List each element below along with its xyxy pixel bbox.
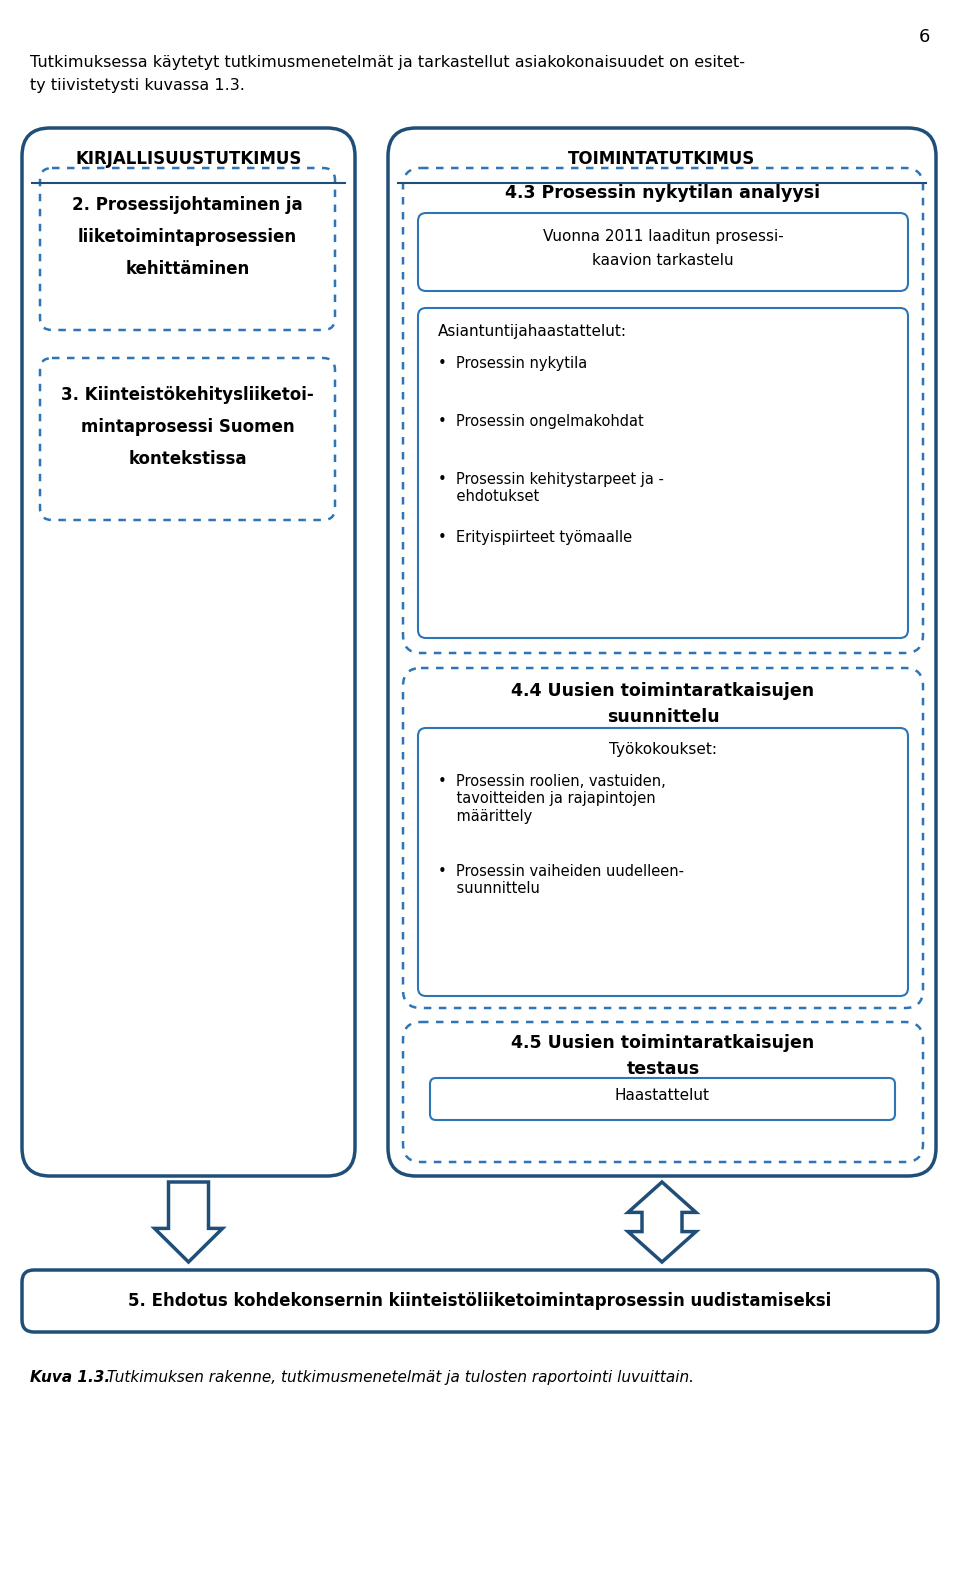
Polygon shape bbox=[155, 1183, 223, 1262]
Text: Tutkimuksessa käytetyt tutkimusmenetelmät ja tarkastellut asiakokonaisuudet on e: Tutkimuksessa käytetyt tutkimusmenetelmä… bbox=[30, 54, 745, 70]
Text: 4.5 Uusien toimintaratkaisujen: 4.5 Uusien toimintaratkaisujen bbox=[512, 1034, 815, 1052]
Text: mintaprosessi Suomen: mintaprosessi Suomen bbox=[81, 418, 295, 436]
Text: kaavion tarkastelu: kaavion tarkastelu bbox=[592, 254, 733, 268]
FancyBboxPatch shape bbox=[403, 669, 923, 1009]
Polygon shape bbox=[628, 1183, 696, 1262]
Text: •  Prosessin ongelmakohdat: • Prosessin ongelmakohdat bbox=[438, 413, 644, 429]
Text: 6: 6 bbox=[919, 29, 930, 46]
Text: •  Prosessin nykytila: • Prosessin nykytila bbox=[438, 356, 588, 370]
Text: 5. Ehdotus kohdekonsernin kiinteistöliiketoimintaprosessin uudistamiseksi: 5. Ehdotus kohdekonsernin kiinteistöliik… bbox=[129, 1293, 831, 1310]
Text: Vuonna 2011 laaditun prosessi-: Vuonna 2011 laaditun prosessi- bbox=[542, 228, 783, 244]
Text: •  Erityispiirteet työmaalle: • Erityispiirteet työmaalle bbox=[438, 530, 632, 544]
Text: Tutkimuksen rakenne, tutkimusmenetelmät ja tulosten raportointi luvuittain.: Tutkimuksen rakenne, tutkimusmenetelmät … bbox=[102, 1369, 694, 1385]
Text: ty tiivistetysti kuvassa 1.3.: ty tiivistetysti kuvassa 1.3. bbox=[30, 78, 245, 93]
Text: 4.4 Uusien toimintaratkaisujen: 4.4 Uusien toimintaratkaisujen bbox=[512, 681, 815, 701]
Text: •  Prosessin vaiheiden uudelleen-
    suunnittelu: • Prosessin vaiheiden uudelleen- suunnit… bbox=[438, 863, 684, 897]
FancyBboxPatch shape bbox=[418, 212, 908, 290]
Text: Työkokoukset:: Työkokoukset: bbox=[609, 742, 717, 757]
Text: Kuva 1.3.: Kuva 1.3. bbox=[30, 1369, 110, 1385]
Text: •  Prosessin roolien, vastuiden,
    tavoitteiden ja rajapintojen
    määrittely: • Prosessin roolien, vastuiden, tavoitte… bbox=[438, 774, 665, 824]
Text: 4.3 Prosessin nykytilan analyysi: 4.3 Prosessin nykytilan analyysi bbox=[505, 184, 821, 203]
FancyBboxPatch shape bbox=[388, 128, 936, 1176]
Text: KIRJALLISUUSTUTKIMUS: KIRJALLISUUSTUTKIMUS bbox=[75, 150, 301, 168]
Text: 2. Prosessijohtaminen ja: 2. Prosessijohtaminen ja bbox=[72, 196, 302, 214]
FancyBboxPatch shape bbox=[22, 128, 355, 1176]
FancyBboxPatch shape bbox=[40, 358, 335, 520]
Text: 3. Kiinteistökehitysliiketoi-: 3. Kiinteistökehitysliiketoi- bbox=[61, 386, 314, 404]
Text: liiketoimintaprosessien: liiketoimintaprosessien bbox=[78, 228, 297, 246]
FancyBboxPatch shape bbox=[403, 1021, 923, 1162]
Text: testaus: testaus bbox=[626, 1060, 700, 1077]
Text: Asiantuntijahaastattelut:: Asiantuntijahaastattelut: bbox=[438, 324, 627, 338]
FancyBboxPatch shape bbox=[40, 168, 335, 330]
Text: TOIMINTATUTKIMUS: TOIMINTATUTKIMUS bbox=[568, 150, 756, 168]
FancyBboxPatch shape bbox=[418, 728, 908, 996]
FancyBboxPatch shape bbox=[430, 1077, 895, 1120]
FancyBboxPatch shape bbox=[403, 168, 923, 653]
FancyBboxPatch shape bbox=[418, 308, 908, 638]
Text: kontekstissa: kontekstissa bbox=[129, 450, 247, 468]
Text: suunnittelu: suunnittelu bbox=[607, 709, 719, 726]
FancyBboxPatch shape bbox=[22, 1270, 938, 1333]
Text: •  Prosessin kehitystarpeet ja -
    ehdotukset: • Prosessin kehitystarpeet ja - ehdotuks… bbox=[438, 472, 664, 504]
Text: kehittäminen: kehittäminen bbox=[126, 260, 250, 278]
Text: Haastattelut: Haastattelut bbox=[615, 1088, 710, 1103]
